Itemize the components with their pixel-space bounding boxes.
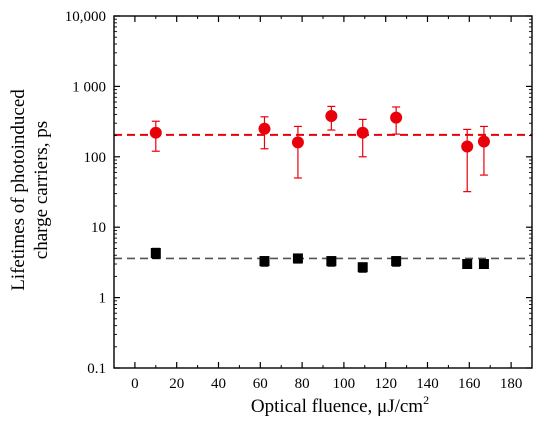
axes: 0 20 40 60 80 100 120 140 160 180 0.1 1 10 100 1 000 10… <box>65 9 533 392</box>
y-tick-label: 0.1 <box>87 361 106 377</box>
y-axis-title-line1: Lifetimes of photoinduced <box>8 89 29 291</box>
x-tick-label: 0 <box>131 376 139 392</box>
x-tick-label: 40 <box>211 376 226 392</box>
x-tick-label: 120 <box>374 376 397 392</box>
series-1 <box>149 105 490 193</box>
data-point <box>357 262 368 273</box>
y-tick-label: 10,000 <box>65 9 106 25</box>
series-2 <box>150 247 489 273</box>
data-point <box>462 259 473 270</box>
data-point <box>326 256 337 267</box>
data-point <box>356 126 369 139</box>
y-tick-label: 100 <box>84 150 107 166</box>
data-point <box>259 256 270 267</box>
data-point <box>391 256 402 267</box>
x-tick-label: 140 <box>416 376 439 392</box>
data-point <box>149 126 162 139</box>
x-tick-label: 20 <box>169 376 184 392</box>
y-tick-label: 10 <box>91 220 106 236</box>
x-tick-label: 180 <box>500 376 523 392</box>
data-point <box>461 140 474 153</box>
data-point <box>150 248 161 259</box>
y-axis-title-line2: charge carriers, ps <box>31 121 52 259</box>
data-point <box>292 253 303 264</box>
data-point <box>291 136 304 149</box>
x-tick-label: 100 <box>333 376 356 392</box>
x-axis-title: Optical fluence, μJ/cm2 <box>251 393 429 417</box>
y-tick-label: 1 <box>99 291 107 307</box>
data-point <box>390 111 403 124</box>
x-tick-label: 80 <box>295 376 310 392</box>
data-point <box>258 122 271 135</box>
data-point <box>478 259 489 270</box>
data-point <box>477 135 490 148</box>
y-tick-label: 1 000 <box>72 79 106 95</box>
data-point <box>325 109 338 122</box>
x-tick-label: 60 <box>253 376 268 392</box>
x-tick-label: 160 <box>458 376 481 392</box>
plot-area <box>114 105 532 273</box>
